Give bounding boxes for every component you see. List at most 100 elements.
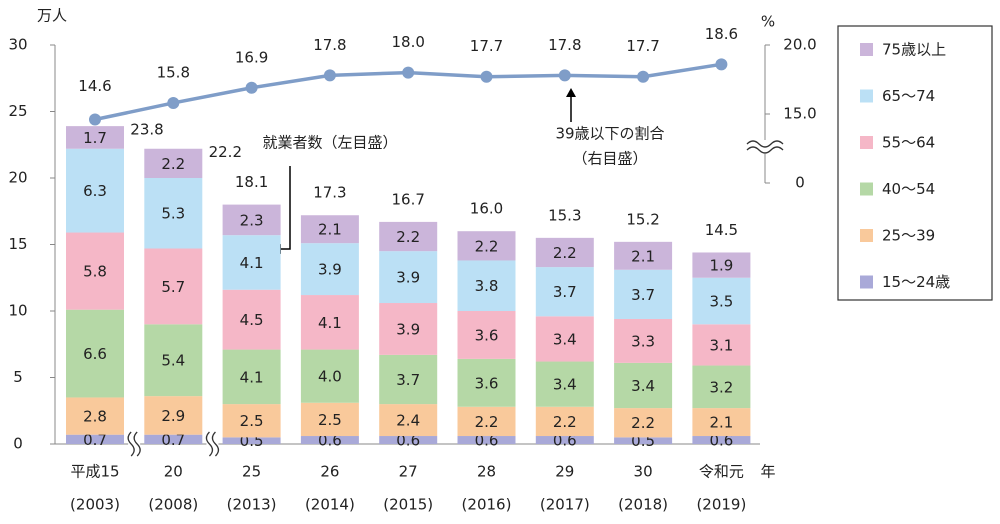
bar-segment bbox=[379, 221, 438, 252]
bar-label: 2.8 bbox=[83, 408, 107, 426]
line-marker bbox=[402, 66, 415, 79]
bar-segment bbox=[614, 408, 673, 438]
bar-segment bbox=[379, 404, 438, 437]
bar-label: 4.1 bbox=[318, 314, 342, 332]
x-tick-label: (2015) bbox=[383, 496, 433, 514]
bar-label: 2.5 bbox=[240, 412, 264, 430]
bar-segment bbox=[614, 241, 673, 270]
line-label: 15.8 bbox=[157, 63, 190, 81]
bar-label: 2.2 bbox=[396, 228, 420, 246]
bar-label: 3.6 bbox=[475, 374, 499, 392]
x-tick-label: (2019) bbox=[696, 496, 746, 514]
x-suffix: 年 bbox=[760, 463, 775, 481]
line-marker bbox=[480, 70, 493, 83]
bar-label: 0.7 bbox=[161, 431, 185, 449]
legend-label: 65～74 bbox=[882, 87, 935, 105]
bar-segment bbox=[222, 404, 281, 438]
break-gap bbox=[206, 442, 219, 446]
bar-label: 1.9 bbox=[709, 257, 733, 275]
bar-segment bbox=[66, 126, 124, 149]
legend-label: 55～64 bbox=[882, 134, 935, 152]
legend-swatch bbox=[860, 229, 873, 242]
line-marker bbox=[715, 58, 728, 71]
y2-unit: % bbox=[761, 13, 775, 31]
legend-swatch bbox=[860, 136, 873, 149]
x-tick-label: (2013) bbox=[227, 496, 277, 514]
bar-label: 2.1 bbox=[709, 414, 733, 432]
bar-segment bbox=[379, 436, 438, 444]
x-tick-label: 平成15 bbox=[70, 463, 119, 481]
bar-label: 2.2 bbox=[475, 237, 499, 255]
bar-label: 2.9 bbox=[161, 407, 185, 425]
legend-swatch bbox=[860, 43, 873, 56]
bar-segment bbox=[535, 436, 594, 444]
x-tick-label: (2017) bbox=[540, 496, 590, 514]
bar-segment bbox=[614, 269, 673, 319]
x-tick-label: 令和元 bbox=[699, 463, 744, 481]
line-label: 17.7 bbox=[626, 37, 659, 55]
total-label: 22.2 bbox=[209, 143, 242, 161]
bar-label: 3.9 bbox=[318, 261, 342, 279]
line-label: 17.7 bbox=[470, 37, 503, 55]
y-tick-label: 5 bbox=[13, 368, 23, 386]
bar-label: 4.1 bbox=[240, 368, 264, 386]
bar-segment bbox=[692, 365, 751, 409]
bar-segment bbox=[144, 434, 203, 444]
bar-label: 2.2 bbox=[553, 413, 577, 431]
bar-segment bbox=[535, 406, 594, 437]
bar-label: 3.3 bbox=[631, 332, 655, 350]
bar-segment bbox=[144, 178, 203, 249]
bar-segment bbox=[222, 437, 281, 444]
bar-label: 5.4 bbox=[161, 352, 185, 370]
bar-segment bbox=[535, 267, 594, 317]
axis-break bbox=[133, 431, 141, 457]
bar-segment bbox=[457, 231, 516, 261]
bar-segment bbox=[144, 324, 203, 397]
bar-label: 2.2 bbox=[475, 413, 499, 431]
x-tick-label: (2014) bbox=[305, 496, 355, 514]
bar-segment bbox=[300, 295, 359, 350]
y-tick-label: 0 bbox=[13, 435, 23, 453]
bar-label: 2.2 bbox=[631, 414, 655, 432]
bar-segment bbox=[535, 316, 594, 362]
bar-label: 2.4 bbox=[396, 412, 420, 430]
bar-label: 2.5 bbox=[318, 411, 342, 429]
y-tick-label: 15 bbox=[8, 235, 27, 253]
y2-tick-label: 0 bbox=[795, 174, 805, 192]
bar-segment bbox=[457, 358, 516, 407]
bar-segment bbox=[300, 243, 359, 296]
x-tick-label: 25 bbox=[242, 463, 261, 481]
bar-segment bbox=[379, 251, 438, 304]
line-label: 14.6 bbox=[78, 77, 111, 95]
bar-segment bbox=[222, 289, 281, 350]
bar-label: 1.7 bbox=[83, 129, 107, 147]
x-tick-label: 28 bbox=[477, 463, 496, 481]
bar-label: 3.4 bbox=[553, 330, 577, 348]
bar-label: 3.4 bbox=[631, 377, 655, 395]
bar-segment bbox=[457, 436, 516, 444]
bar-label: 3.8 bbox=[475, 277, 499, 295]
bar-label: 3.5 bbox=[709, 293, 733, 311]
legend bbox=[837, 25, 993, 301]
line-label: 18.0 bbox=[391, 33, 424, 51]
bar-label: 5.3 bbox=[161, 205, 185, 223]
bar-label: 3.7 bbox=[631, 286, 655, 304]
bar-label: 0.7 bbox=[83, 431, 107, 449]
annotation: 39歳以下の割合 bbox=[555, 125, 664, 143]
bar-segment bbox=[66, 397, 124, 435]
bar-segment bbox=[614, 362, 673, 409]
legend-label: 75歳以上 bbox=[882, 41, 946, 59]
total-label: 15.3 bbox=[548, 206, 581, 224]
bar-segment bbox=[692, 277, 751, 325]
line-label: 17.8 bbox=[548, 36, 581, 54]
x-tick-label: (2016) bbox=[462, 496, 512, 514]
bar-segment bbox=[66, 434, 124, 444]
bar-segment bbox=[692, 408, 751, 437]
bar-label: 4.0 bbox=[318, 368, 342, 386]
bar-segment bbox=[692, 436, 751, 444]
total-label: 16.0 bbox=[470, 200, 503, 218]
bar-segment bbox=[457, 311, 516, 359]
y-tick-label: 10 bbox=[8, 302, 27, 320]
bar-segment bbox=[535, 361, 594, 407]
axis-break bbox=[211, 431, 220, 457]
